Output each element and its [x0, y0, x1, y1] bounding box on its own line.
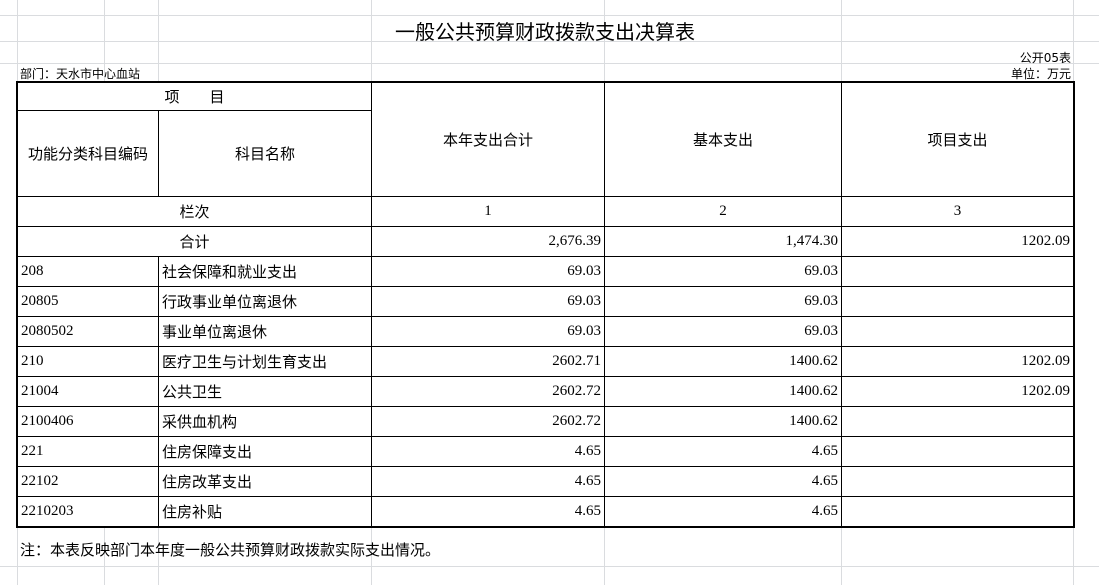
header-cell: 项 目: [17, 82, 372, 111]
code-cell: 2210203: [17, 496, 159, 527]
total-cell: 1,474.30: [604, 226, 842, 257]
code-cell: 221: [17, 436, 159, 467]
value-cell: 2602.72: [371, 376, 605, 407]
header-cell: 科目名称: [158, 110, 372, 197]
header-cell: 功能分类科目编码: [17, 110, 159, 197]
header-cell: 本年支出合计: [371, 82, 605, 197]
total-cell: 1202.09: [841, 226, 1074, 257]
total-label: 合计: [17, 226, 372, 257]
name-cell: 行政事业单位离退休: [158, 286, 372, 317]
index-label: 栏次: [17, 196, 372, 227]
grid-line: [0, 41, 1099, 42]
code-cell: 22102: [17, 466, 159, 497]
code-cell: 210: [17, 346, 159, 377]
grid-line: [0, 15, 1099, 16]
header-cell: 项目支出: [841, 82, 1074, 197]
value-cell: [841, 466, 1074, 497]
total-cell: 2,676.39: [371, 226, 605, 257]
value-cell: 2602.72: [371, 406, 605, 437]
index-cell: 1: [371, 196, 605, 227]
department: 部门：天水市中心血站: [20, 67, 141, 81]
value-cell: 4.65: [371, 496, 605, 527]
name-cell: 采供血机构: [158, 406, 372, 437]
value-cell: 2602.71: [371, 346, 605, 377]
name-cell: 住房保障支出: [158, 436, 372, 467]
name-cell: 住房补贴: [158, 496, 372, 527]
grid-line: [0, 566, 1099, 567]
value-cell: 1400.62: [604, 376, 842, 407]
code-cell: 208: [17, 256, 159, 287]
name-cell: 医疗卫生与计划生育支出: [158, 346, 372, 377]
value-cell: [841, 286, 1074, 317]
value-cell: [841, 406, 1074, 437]
name-cell: 住房改革支出: [158, 466, 372, 497]
value-cell: 4.65: [604, 436, 842, 467]
name-cell: 事业单位离退休: [158, 316, 372, 347]
value-cell: 1202.09: [841, 376, 1074, 407]
value-cell: 4.65: [604, 466, 842, 497]
index-cell: 2: [604, 196, 842, 227]
code-cell: 2080502: [17, 316, 159, 347]
code-cell: 21004: [17, 376, 159, 407]
header-cell: 基本支出: [604, 82, 842, 197]
name-cell: 公共卫生: [158, 376, 372, 407]
value-cell: 69.03: [604, 256, 842, 287]
code-cell: 2100406: [17, 406, 159, 437]
value-cell: [841, 496, 1074, 527]
value-cell: 4.65: [371, 436, 605, 467]
index-cell: 3: [841, 196, 1074, 227]
form-number: 公开05表: [1019, 51, 1071, 65]
value-cell: 1400.62: [604, 406, 842, 437]
value-cell: 4.65: [604, 496, 842, 527]
value-cell: 69.03: [371, 256, 605, 287]
value-cell: 69.03: [371, 286, 605, 317]
value-cell: [841, 256, 1074, 287]
code-cell: 20805: [17, 286, 159, 317]
title: 一般公共预算财政拨款支出决算表: [395, 20, 695, 44]
value-cell: 1400.62: [604, 346, 842, 377]
note: 注：本表反映部门本年度一般公共预算财政拨款实际支出情况。: [20, 541, 441, 559]
value-cell: 1202.09: [841, 346, 1074, 377]
grid-line: [0, 63, 1099, 64]
name-cell: 社会保障和就业支出: [158, 256, 372, 287]
value-cell: 4.65: [371, 466, 605, 497]
unit: 单位：万元: [1010, 67, 1071, 81]
value-cell: [841, 316, 1074, 347]
value-cell: 69.03: [371, 316, 605, 347]
value-cell: 69.03: [604, 286, 842, 317]
value-cell: [841, 436, 1074, 467]
value-cell: 69.03: [604, 316, 842, 347]
